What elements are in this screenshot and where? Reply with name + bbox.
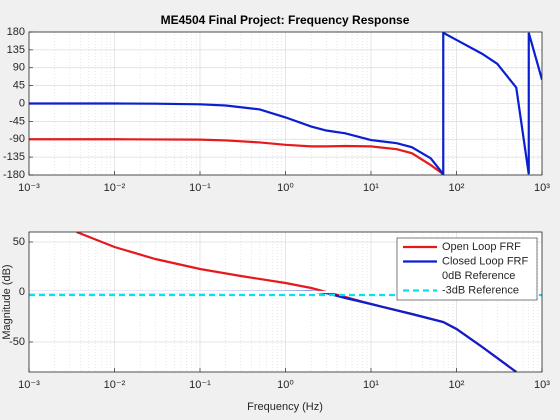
legend-label: Open Loop FRF xyxy=(442,241,521,253)
x-tick-label: 10⁻¹ xyxy=(189,182,211,194)
x-tick-label: 10³ xyxy=(534,379,550,391)
x-tick-label: 10⁻¹ xyxy=(189,379,211,391)
y-tick-label: 180 xyxy=(7,26,25,38)
x-tick-label: 10⁻³ xyxy=(18,379,40,391)
axes-box xyxy=(28,231,543,373)
y-tick-label: -135 xyxy=(3,151,25,163)
legend-label: Closed Loop FRF xyxy=(442,255,528,267)
y-tick-label: -45 xyxy=(9,115,25,127)
y-tick-label: -180 xyxy=(3,169,25,181)
x-tick-label: 10⁻² xyxy=(104,379,126,391)
x-axis-label: Frequency (Hz) xyxy=(247,401,323,413)
series-line xyxy=(29,138,444,175)
axes-box xyxy=(28,31,543,176)
y-tick-label: 50 xyxy=(13,236,25,248)
x-tick-label: 10² xyxy=(449,182,465,194)
x-tick-label: 10⁰ xyxy=(277,379,294,391)
y-axis-label: Magnitude (dB) xyxy=(1,264,13,339)
y-tick-label: 135 xyxy=(7,44,25,56)
y-tick-label: -90 xyxy=(9,133,25,145)
x-tick-label: 10³ xyxy=(534,182,550,194)
legend-label: -3dB Reference xyxy=(442,284,519,296)
y-tick-label: 0 xyxy=(19,97,25,109)
legend-label: 0dB Reference xyxy=(442,270,515,282)
x-tick-label: 10² xyxy=(449,379,465,391)
x-tick-label: 10⁰ xyxy=(277,182,294,194)
chart-title: ME4504 Final Project: Frequency Response xyxy=(161,13,410,27)
plot-lines xyxy=(29,32,542,175)
y-tick-label: 45 xyxy=(13,80,25,92)
x-tick-label: 10¹ xyxy=(363,182,379,194)
y-tick-label: 0 xyxy=(19,286,25,298)
legend-box xyxy=(396,237,538,301)
x-tick-label: 10⁻³ xyxy=(18,182,40,194)
x-tick-label: 10⁻² xyxy=(104,182,126,194)
y-tick-label: 90 xyxy=(13,62,25,74)
y-tick-label: -50 xyxy=(9,336,25,348)
x-tick-label: 10¹ xyxy=(363,379,379,391)
series-line xyxy=(29,32,542,175)
